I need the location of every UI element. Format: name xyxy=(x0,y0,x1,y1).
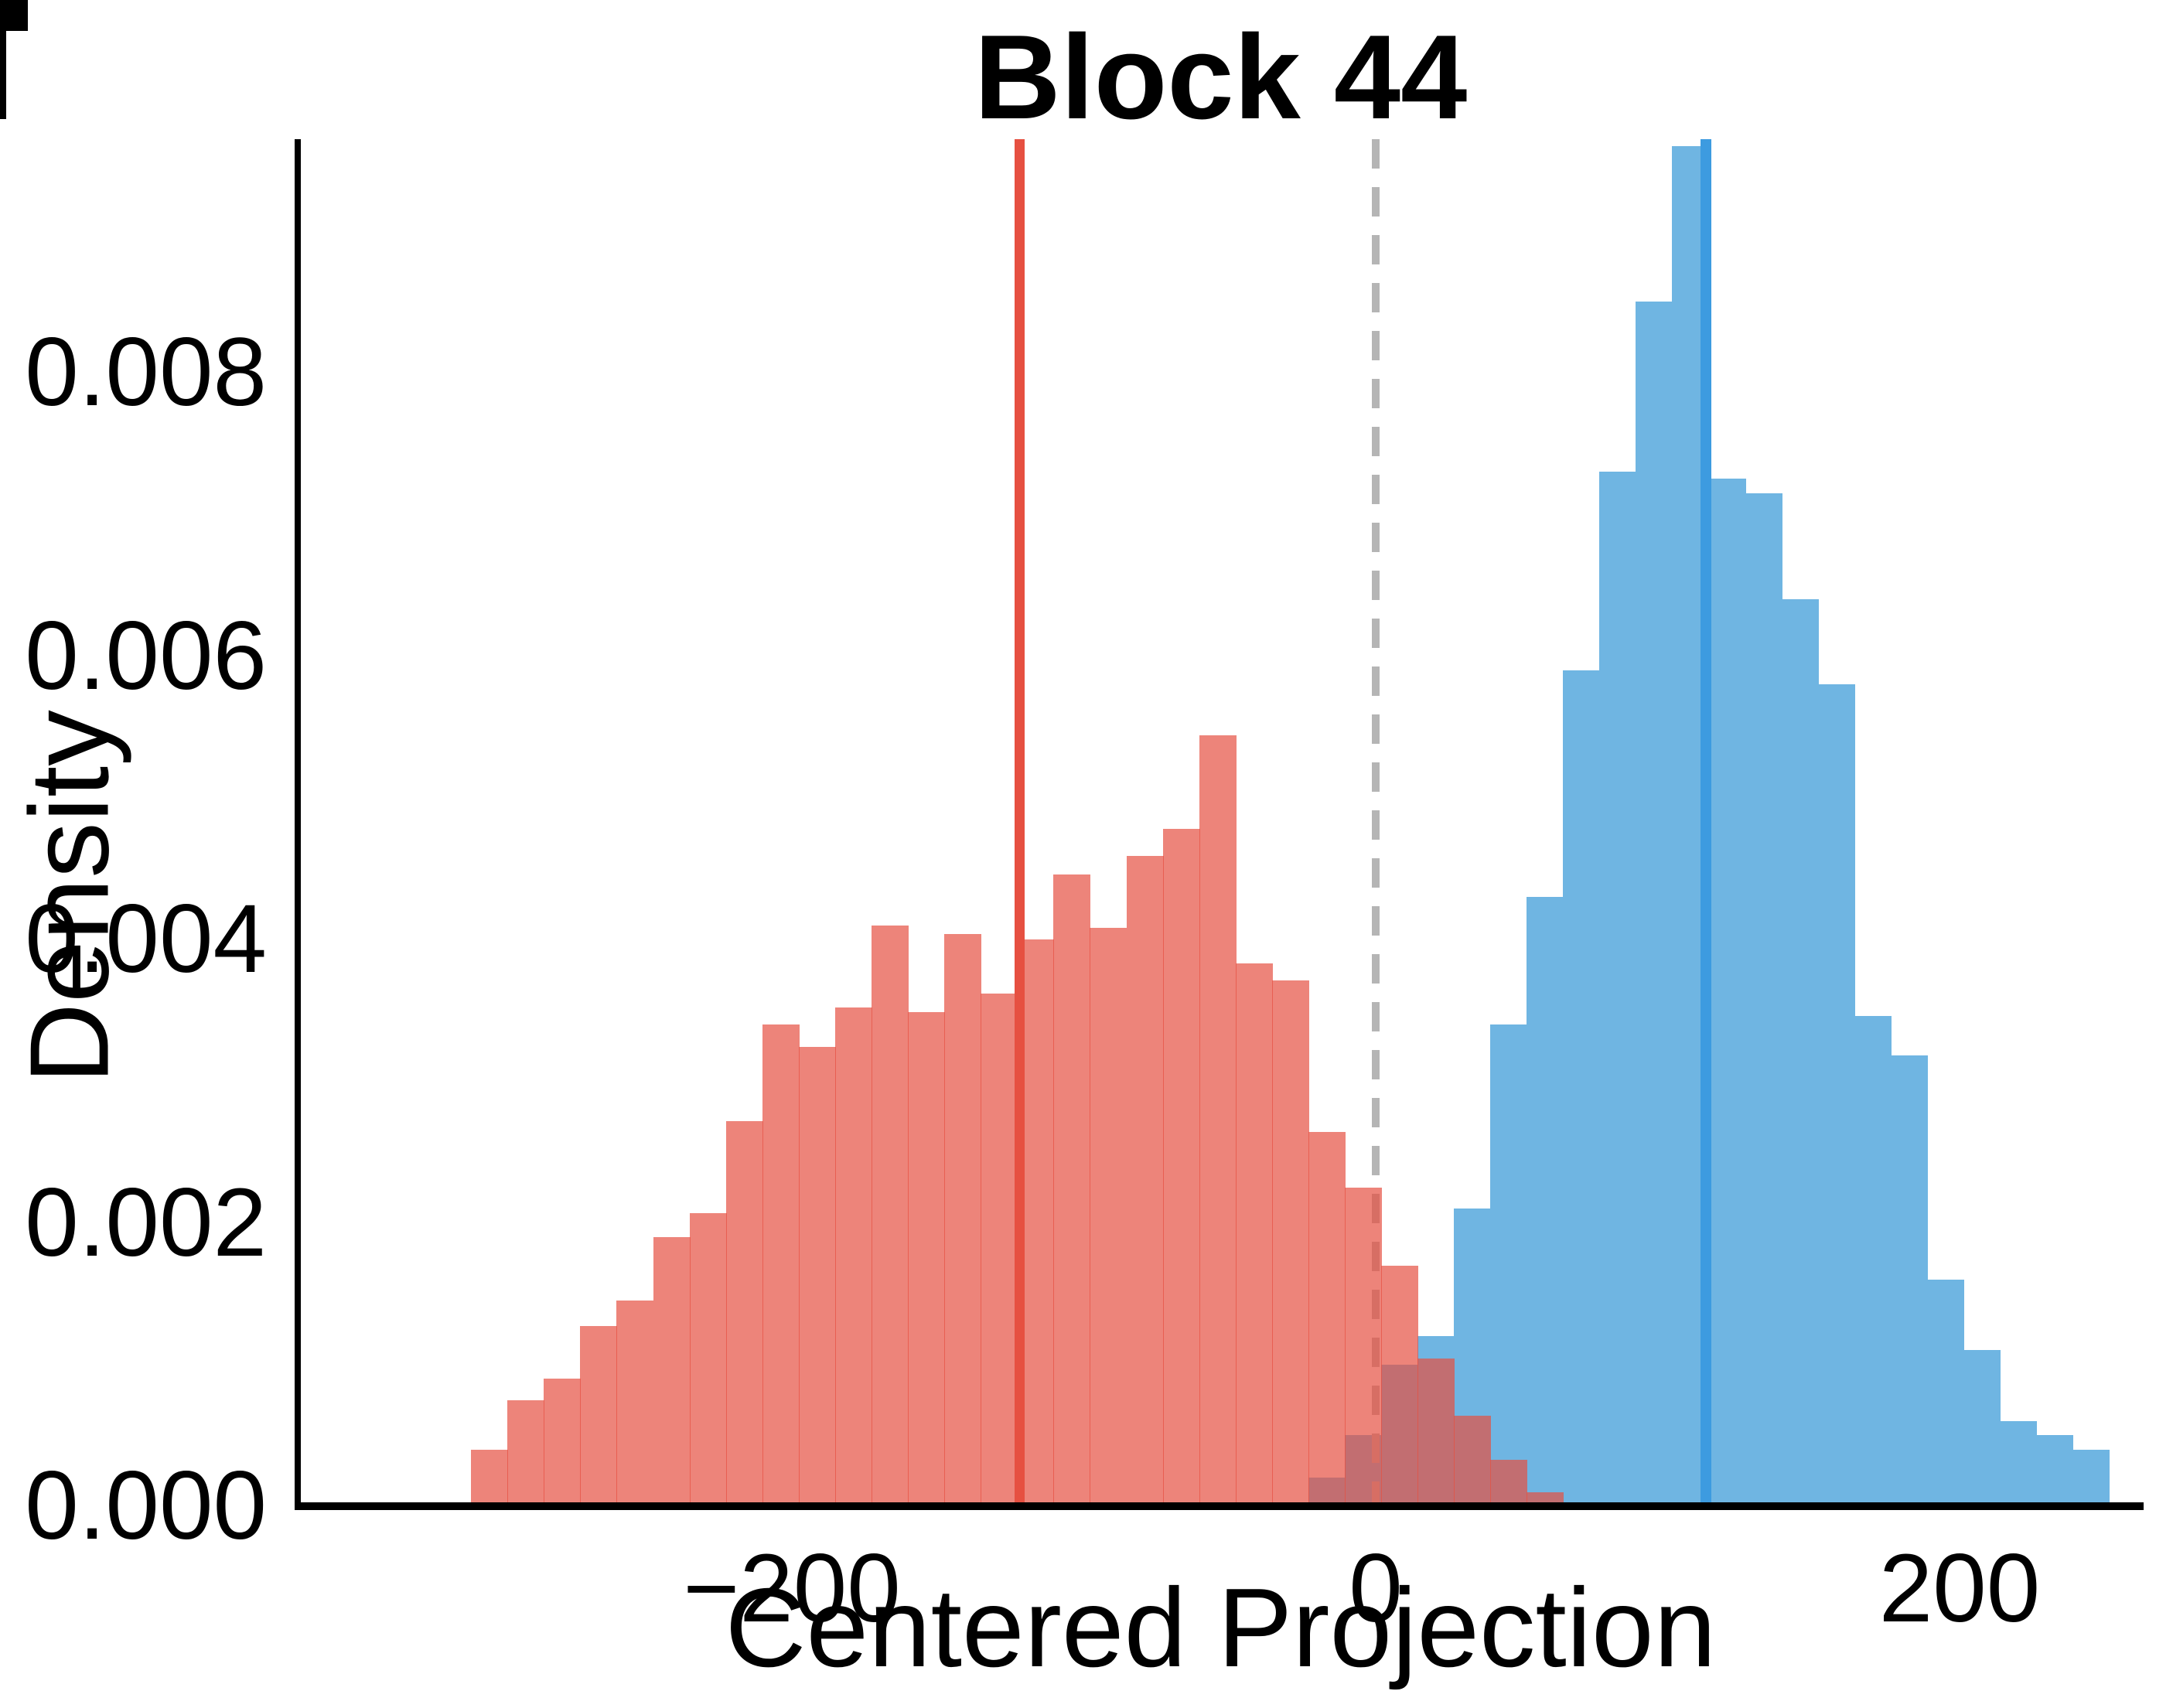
red-distribution-bar xyxy=(1417,1359,1455,1506)
plot-area: 0.008 0.006 0.004 0.002 0.000 −200 0 200 xyxy=(0,0,2173,1642)
red-distribution-bar xyxy=(871,925,909,1506)
y-tick-label: 0.002 xyxy=(25,1168,267,1277)
red-distribution-bar xyxy=(653,1236,691,1506)
blue-distribution-bar xyxy=(1563,670,1601,1506)
red-distribution-bar xyxy=(1381,1265,1419,1506)
blue-distribution-bar xyxy=(1963,1350,2001,1506)
red-distribution-bar xyxy=(944,933,982,1506)
blue-distribution-bar xyxy=(1890,1055,1928,1506)
chart-title: Block 44 xyxy=(974,10,1468,144)
red-distribution-bar xyxy=(1090,928,1127,1506)
blue-distribution-bar xyxy=(1636,302,1673,1506)
y-tick-label: 0.000 xyxy=(25,1452,267,1560)
red-distribution-bar xyxy=(1126,855,1164,1506)
y-tick-mark xyxy=(0,12,28,19)
red-distribution-bar xyxy=(1308,1132,1346,1506)
red-distribution-bar xyxy=(908,1011,946,1506)
x-axis-line xyxy=(295,1502,2144,1510)
x-tick-mark xyxy=(0,90,6,119)
red-distribution-bar xyxy=(1344,1187,1382,1506)
blue-distribution-bar xyxy=(2000,1421,2038,1506)
red-distribution-bar xyxy=(798,1047,836,1506)
zero-reference-line xyxy=(1372,139,1380,1506)
blue-mean-line xyxy=(1700,139,1711,1506)
red-distribution-bar xyxy=(1053,874,1091,1506)
red-distribution-bar xyxy=(1235,963,1273,1506)
blue-distribution-bar xyxy=(2072,1449,2110,1506)
red-distribution-bar xyxy=(1490,1459,1528,1506)
y-axis-line xyxy=(295,139,301,1509)
red-distribution-bar xyxy=(762,1024,800,1506)
blue-distribution-bar xyxy=(1490,1024,1528,1506)
blue-distribution-bar xyxy=(1817,684,1855,1506)
blue-distribution-bar xyxy=(1527,897,1564,1506)
red-distribution-bar xyxy=(981,993,1018,1506)
x-axis-label: Centered Projection xyxy=(725,1565,1717,1690)
red-distribution-bar xyxy=(1454,1415,1492,1506)
y-tick-label: 0.006 xyxy=(25,602,267,710)
red-distribution-bar xyxy=(1162,829,1200,1506)
x-tick-mark xyxy=(0,60,6,90)
y-tick-mark xyxy=(0,19,28,25)
y-tick-label: 0.004 xyxy=(25,885,267,993)
y-tick-mark xyxy=(0,0,28,6)
red-distribution-bar xyxy=(507,1399,545,1506)
red-distribution-bar xyxy=(725,1120,763,1506)
red-distribution-bar xyxy=(580,1326,618,1506)
y-tick-label: 0.008 xyxy=(25,319,267,426)
red-distribution-bar xyxy=(834,1007,872,1506)
blue-distribution-bar xyxy=(1745,493,1782,1506)
x-tick-label: −200 xyxy=(683,1535,901,1642)
blue-distribution-bar xyxy=(2036,1435,2074,1506)
blue-distribution-bar xyxy=(1926,1279,1964,1506)
blue-distribution-bar xyxy=(1708,479,1746,1506)
red-distribution-bar xyxy=(1271,980,1309,1506)
x-tick-label: 0 xyxy=(1349,1535,1403,1642)
red-distribution-bar xyxy=(544,1379,582,1506)
y-tick-mark xyxy=(0,25,28,31)
blue-distribution-bar xyxy=(1781,599,1819,1506)
x-tick-mark xyxy=(0,31,6,60)
red-mean-line xyxy=(1015,139,1025,1506)
blue-distribution-bar xyxy=(1599,472,1637,1506)
y-tick-mark xyxy=(0,6,28,12)
blue-distribution-bar xyxy=(1854,1016,1892,1506)
x-tick-label: 200 xyxy=(1878,1535,2041,1642)
red-distribution-bar xyxy=(689,1212,727,1506)
red-distribution-bar xyxy=(1199,735,1237,1506)
red-distribution-bar xyxy=(616,1301,654,1506)
red-distribution-bar xyxy=(471,1449,509,1506)
